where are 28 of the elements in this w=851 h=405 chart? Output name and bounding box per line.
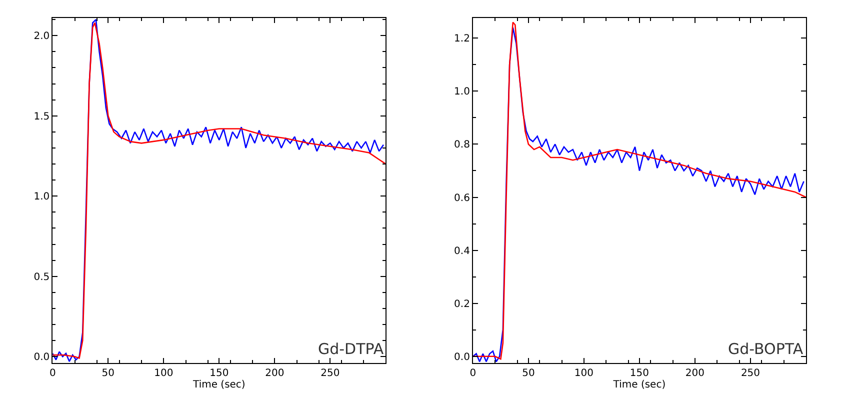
x-tick-label: 100 bbox=[154, 368, 174, 379]
y-tick-label: 0.6 bbox=[454, 192, 470, 204]
y-tick-label: 1.2 bbox=[454, 34, 470, 45]
annotation: Gd-DTPA bbox=[318, 340, 384, 358]
y-tick-label: 0.8 bbox=[454, 140, 470, 151]
x-axis-title: Time (sec) bbox=[612, 380, 666, 390]
y-tick-label: 0.2 bbox=[454, 298, 470, 310]
y-tick-label: 0.0 bbox=[454, 352, 470, 363]
x-tick-label: 0 bbox=[470, 368, 476, 379]
x-tick-label: 50 bbox=[102, 368, 115, 379]
x-tick-label: 200 bbox=[685, 368, 705, 379]
x-tick-label: 0 bbox=[49, 368, 56, 379]
y-tick-label: 1.0 bbox=[34, 192, 50, 203]
x-tick-label: 50 bbox=[522, 368, 535, 379]
x-tick-label: 150 bbox=[630, 368, 650, 379]
x-tick-label: 200 bbox=[265, 368, 284, 379]
x-tick-label: 100 bbox=[574, 368, 594, 379]
y-tick-label: 1.0 bbox=[454, 86, 470, 98]
x-tick-label: 150 bbox=[210, 368, 229, 379]
y-tick-label: 1.5 bbox=[34, 111, 50, 122]
x-tick-label: 250 bbox=[320, 368, 340, 379]
x-axis-title: Time (sec) bbox=[192, 380, 246, 390]
annotation: Gd-BOPTA bbox=[728, 340, 804, 358]
x-tick-label: 250 bbox=[740, 368, 760, 379]
y-tick-label: 2.0 bbox=[34, 31, 50, 42]
y-tick-label: 0.5 bbox=[34, 272, 50, 283]
y-tick-label: 0.4 bbox=[454, 246, 470, 257]
y-tick-label: 0.0 bbox=[34, 352, 50, 364]
